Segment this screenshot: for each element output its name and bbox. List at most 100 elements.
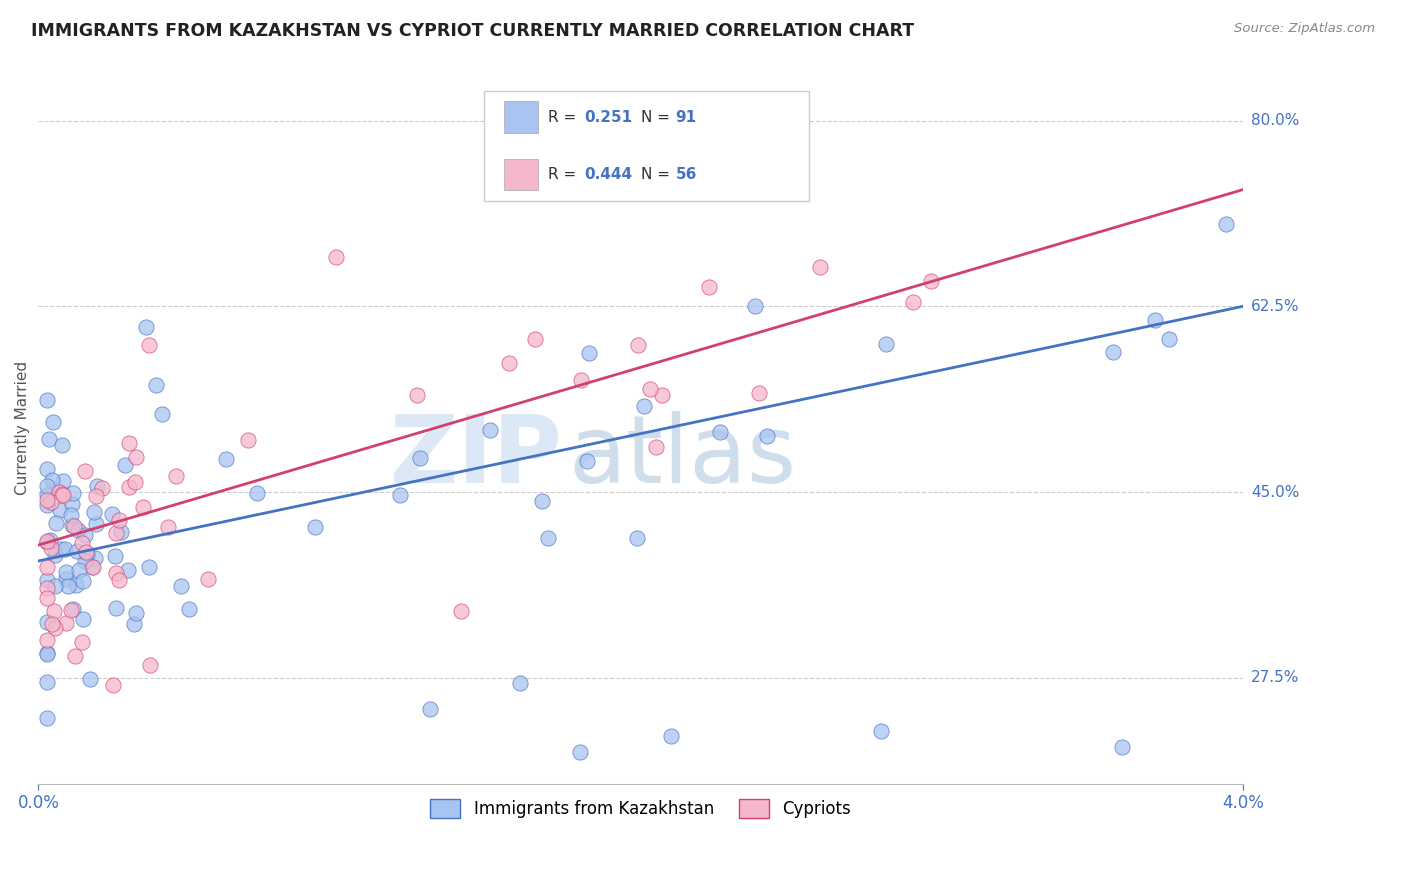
Point [86, 489, 108, 503]
Point [578, 346, 600, 360]
Point [524, 332, 547, 346]
Text: ZIP: ZIP [389, 411, 562, 503]
Point [51, 487, 73, 501]
Point [645, 441, 668, 455]
Point [709, 425, 731, 439]
Point [104, 549, 127, 563]
Point [44, 621, 66, 635]
Point [37, 647, 59, 661]
Point [509, 676, 531, 690]
Point [388, 488, 411, 502]
Point [72, 574, 94, 588]
Text: R =: R = [548, 110, 581, 125]
Point [408, 450, 430, 465]
Point [626, 531, 648, 545]
Point [498, 356, 520, 370]
Point [84, 551, 107, 566]
Point [651, 388, 673, 402]
Point [48, 484, 70, 499]
Point [122, 616, 145, 631]
Point [118, 479, 141, 493]
Text: 80.0%: 80.0% [1251, 113, 1299, 128]
Point [66, 523, 89, 537]
Point [104, 601, 127, 615]
Point [157, 519, 180, 533]
Text: 56: 56 [675, 167, 697, 182]
Point [51, 438, 73, 452]
Point [51, 542, 73, 557]
Point [41, 617, 63, 632]
Point [55, 616, 77, 631]
Point [39, 541, 62, 555]
Point [870, 723, 893, 738]
Point [58, 579, 80, 593]
Point [59, 603, 82, 617]
Text: R =: R = [548, 167, 581, 182]
Point [44, 548, 66, 562]
Point [100, 507, 122, 521]
Point [124, 475, 146, 489]
Point [49, 503, 72, 517]
Point [450, 604, 472, 618]
Point [633, 399, 655, 413]
Text: 27.5%: 27.5% [1251, 670, 1299, 685]
Point [138, 338, 160, 352]
Point [59, 508, 82, 522]
Point [38, 432, 60, 446]
Text: 45.0%: 45.0% [1251, 484, 1299, 500]
Point [37, 573, 59, 587]
Point [1144, 313, 1167, 327]
Point [236, 434, 259, 448]
Point [73, 528, 96, 542]
Point [114, 458, 136, 473]
Point [901, 295, 924, 310]
Point [83, 505, 105, 519]
Point [66, 544, 89, 558]
Text: N =: N = [641, 167, 675, 182]
Point [72, 612, 94, 626]
Point [215, 452, 238, 467]
Point [75, 545, 97, 559]
Point [53, 541, 76, 556]
Point [79, 672, 101, 686]
Point [110, 525, 132, 540]
Point [406, 388, 429, 402]
Point [117, 562, 139, 576]
Point [103, 678, 125, 692]
Point [246, 486, 269, 500]
Point [104, 526, 127, 541]
Point [90, 481, 112, 495]
Point [138, 560, 160, 574]
Point [125, 450, 148, 464]
Point [169, 579, 191, 593]
Point [1215, 217, 1237, 231]
Text: atlas: atlas [568, 411, 797, 503]
Bar [505, 159, 538, 190]
Point [627, 338, 650, 352]
Point [37, 560, 59, 574]
Point [62, 486, 84, 500]
FancyBboxPatch shape [484, 91, 810, 201]
Point [70, 634, 93, 648]
Point [150, 407, 173, 421]
Text: 62.5%: 62.5% [1251, 299, 1299, 314]
Point [1111, 739, 1133, 754]
Point [37, 591, 59, 605]
Point [1157, 332, 1180, 346]
Point [1102, 344, 1125, 359]
Point [37, 675, 59, 690]
Point [37, 488, 59, 502]
Text: N =: N = [641, 110, 675, 125]
Point [876, 336, 898, 351]
Point [60, 518, 83, 533]
Point [82, 560, 104, 574]
Point [38, 533, 60, 548]
Point [138, 658, 160, 673]
Text: 0.444: 0.444 [583, 167, 633, 182]
Point [37, 392, 59, 407]
Point [569, 373, 592, 387]
Point [37, 535, 59, 549]
Point [67, 563, 90, 577]
Point [145, 378, 167, 392]
Point [45, 516, 67, 530]
